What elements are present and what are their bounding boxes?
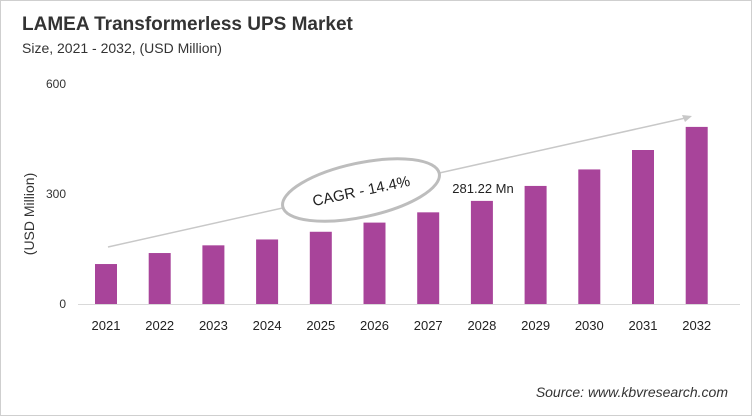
bar-2031 [632,150,654,304]
bar-2029 [524,185,547,304]
x-tick-label: 2029 [521,318,550,333]
bar-2028 [470,200,493,304]
x-tick-label: 2028 [467,318,496,333]
bar-2032 [685,126,708,305]
bar-2027 [417,212,440,304]
y-tick-label: 600 [46,77,66,91]
x-tick-label: 2021 [92,318,121,333]
x-tick-label: 2022 [145,318,174,333]
bar-2024 [256,239,279,304]
cagr-ellipse [281,157,441,223]
x-tick-label: 2031 [629,318,658,333]
x-tick-label: 2030 [575,318,604,333]
x-tick-label: 2027 [414,318,443,333]
source-note: Source: www.kbvresearch.com [535,384,728,400]
x-tick-label: 2032 [682,318,711,333]
bar-2021 [95,264,117,304]
data-label-2028: 281.22 Mn [452,181,513,196]
trend-arrowhead [682,115,692,122]
y-tick-label: 300 [46,187,66,201]
y-axis-label: (USD Million) [21,173,37,255]
chart-title: LAMEA Transformerless UPS Market [22,14,353,35]
bar-2025 [309,231,332,304]
x-tick-label: 2024 [253,318,282,333]
bar-2022 [148,253,171,304]
bar-2023 [202,245,225,304]
x-tick-label: 2025 [306,318,335,333]
y-tick-label: 0 [59,297,66,311]
chart-subtitle: Size, 2021 - 2032, (USD Million) [22,40,222,56]
x-tick-label: 2023 [199,318,228,333]
x-tick-label: 2026 [360,318,389,333]
bar-2030 [578,169,601,304]
bar-2026 [363,222,386,304]
